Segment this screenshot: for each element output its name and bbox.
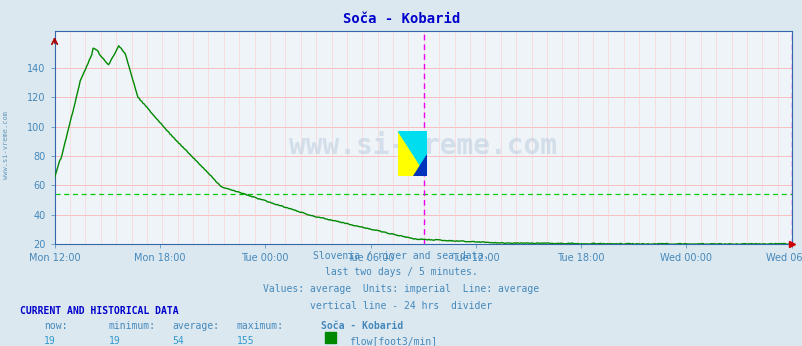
Polygon shape — [398, 131, 427, 176]
Text: Values: average  Units: imperial  Line: average: Values: average Units: imperial Line: av… — [263, 284, 539, 294]
Text: 155: 155 — [237, 336, 254, 346]
Text: 19: 19 — [108, 336, 120, 346]
Text: vertical line - 24 hrs  divider: vertical line - 24 hrs divider — [310, 301, 492, 311]
Text: now:: now: — [44, 321, 67, 331]
Text: last two days / 5 minutes.: last two days / 5 minutes. — [325, 267, 477, 277]
Text: Soča - Kobarid: Soča - Kobarid — [321, 321, 403, 331]
Text: flow[foot3/min]: flow[foot3/min] — [349, 336, 437, 346]
Text: www.si-vreme.com: www.si-vreme.com — [289, 132, 557, 160]
Polygon shape — [412, 154, 427, 176]
Text: 19: 19 — [44, 336, 56, 346]
Polygon shape — [398, 131, 427, 176]
Text: 54: 54 — [172, 336, 184, 346]
Text: Slovenia / river and sea data.: Slovenia / river and sea data. — [313, 251, 489, 261]
Text: CURRENT AND HISTORICAL DATA: CURRENT AND HISTORICAL DATA — [20, 306, 179, 316]
Text: average:: average: — [172, 321, 220, 331]
Text: www.si-vreme.com: www.si-vreme.com — [3, 111, 10, 179]
Text: Soča - Kobarid: Soča - Kobarid — [342, 12, 460, 26]
Text: maximum:: maximum: — [237, 321, 284, 331]
Text: minimum:: minimum: — [108, 321, 156, 331]
